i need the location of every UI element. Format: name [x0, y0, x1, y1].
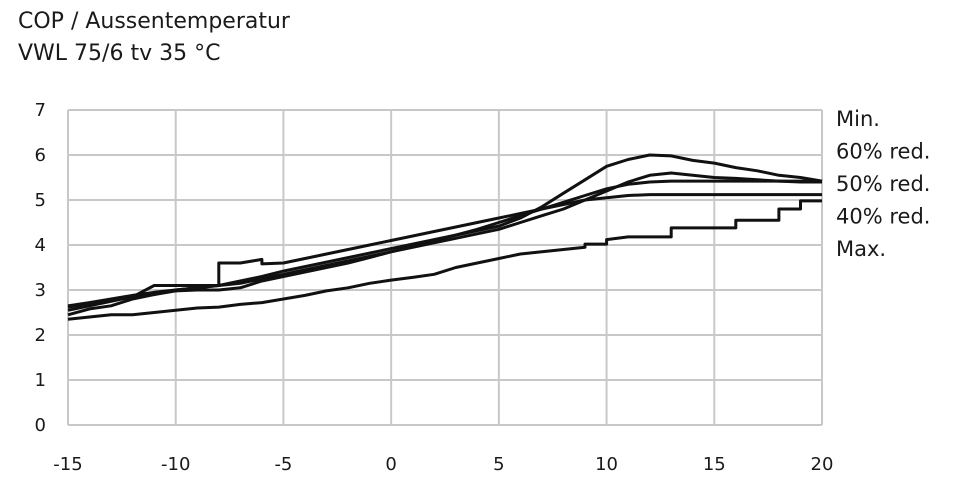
x-tick-label: 20: [811, 454, 834, 475]
legend-item: 40% red.: [836, 205, 930, 229]
y-tick-label: 1: [35, 370, 46, 391]
y-tick-label: 3: [35, 280, 46, 301]
y-tick-label: 7: [35, 100, 46, 121]
y-tick-label: 4: [35, 235, 46, 256]
x-axis-ticks: -15 -10 -5 0 5 10 15 20: [53, 454, 833, 475]
y-tick-label: 6: [35, 145, 46, 166]
x-tick-label: -10: [161, 454, 190, 475]
legend-item: 60% red.: [836, 140, 930, 164]
x-tick-label: 5: [493, 454, 504, 475]
series-line-max: [67, 199, 822, 321]
legend: Min. 60% red. 50% red. 40% red. Max.: [836, 107, 930, 261]
y-tick-label: 0: [35, 415, 46, 436]
chart-subtitle: VWL 75/6 tv 35 °C: [18, 41, 221, 66]
x-tick-label: -5: [274, 454, 292, 475]
series-line-40-red: [67, 193, 822, 309]
y-tick-label: 2: [35, 325, 46, 346]
x-tick-label: -15: [53, 454, 82, 475]
series-line-50-red: [67, 153, 823, 317]
y-axis-ticks: 0 1 2 3 4 5 6 7: [35, 100, 46, 436]
x-tick-label: 10: [595, 454, 618, 475]
x-tick-label: 15: [703, 454, 726, 475]
chart-title: COP / Aussentemperatur: [18, 9, 290, 34]
legend-item: Min.: [836, 107, 880, 131]
series-group: [67, 153, 823, 321]
y-tick-label: 5: [35, 190, 46, 211]
x-tick-label: 0: [385, 454, 396, 475]
grid: [67, 109, 823, 426]
legend-item: Max.: [836, 237, 886, 261]
legend-item: 50% red.: [836, 172, 930, 196]
